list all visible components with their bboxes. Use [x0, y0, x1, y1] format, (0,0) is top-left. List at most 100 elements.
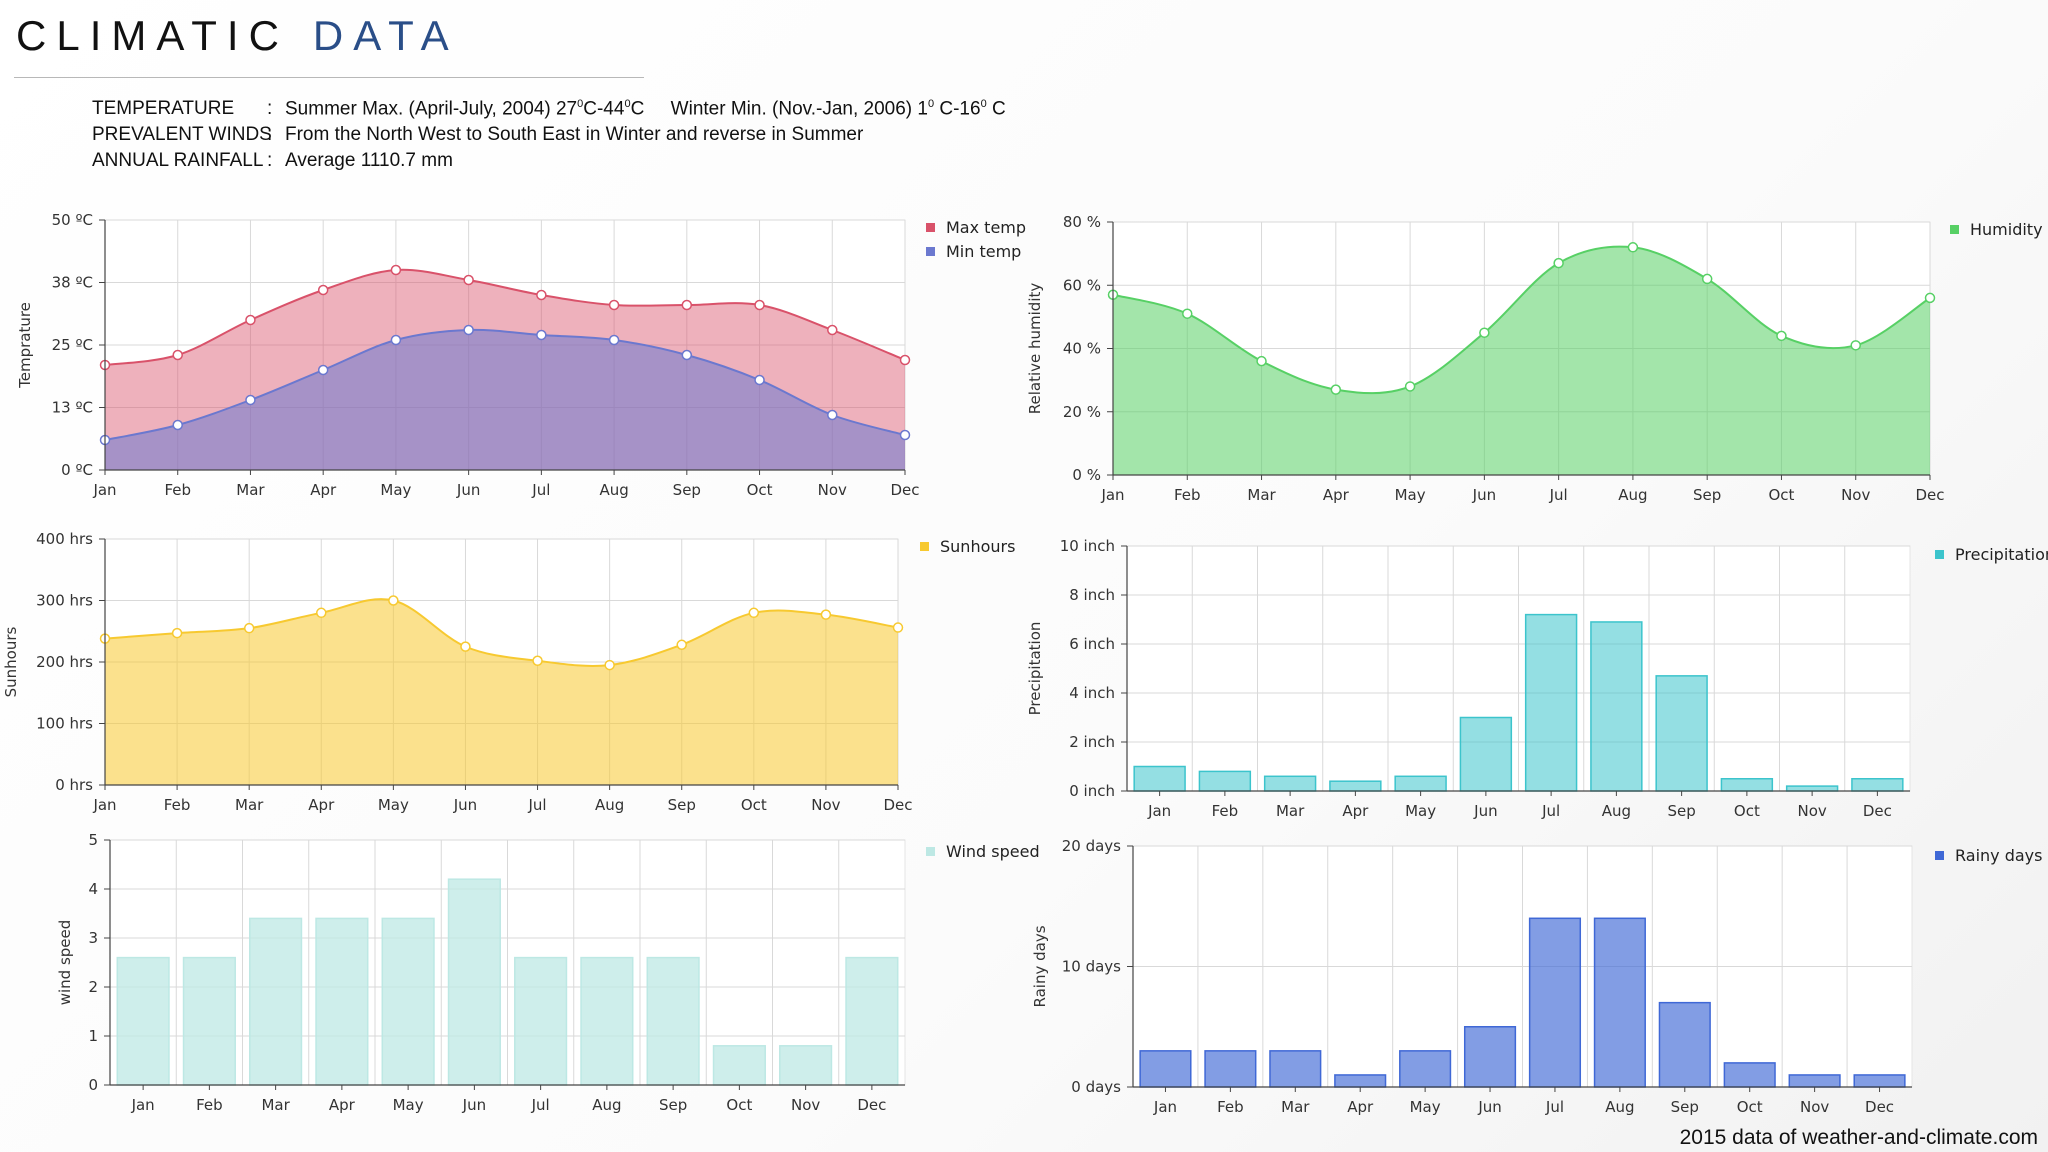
y-tick-label: 4 [88, 880, 98, 898]
title-divider [14, 77, 644, 78]
bar [1528, 917, 1582, 1088]
y-tick-label: 80 % [1063, 213, 1101, 231]
x-tick-label: Aug [1618, 486, 1647, 504]
bar [1655, 675, 1708, 792]
y-tick-label: 20 days [1062, 837, 1121, 855]
x-tick-label: Feb [196, 1096, 223, 1114]
bar [1463, 1026, 1517, 1088]
title-word-climatic: CLIMATIC [16, 12, 289, 59]
temperature-label: TEMPERATURE [92, 98, 235, 120]
data-point [172, 349, 183, 361]
data-point [463, 274, 474, 286]
x-tick-label: Nov [791, 1096, 820, 1114]
data-point [317, 364, 329, 376]
x-tick-label: Mar [261, 1096, 290, 1114]
legend-swatch [926, 847, 935, 856]
x-tick-label: Feb [1217, 1098, 1244, 1116]
series-line [104, 598, 899, 667]
x-tick-label: Feb [164, 481, 191, 499]
temperature-end: C [986, 98, 1006, 120]
colon: : [267, 98, 273, 120]
x-tick-label: Jan [92, 481, 116, 499]
x-tick-label: Apr [1323, 486, 1350, 504]
x-tick-label: Sep [1671, 1098, 1699, 1116]
legend-swatch [1950, 225, 1959, 234]
bar [1788, 1074, 1841, 1088]
y-tick-label: 60 % [1063, 276, 1101, 294]
data-point [245, 314, 256, 326]
rainfall-value: Average 1110.7 mm [285, 150, 453, 171]
x-tick-label: Dec [883, 796, 912, 814]
data-point [1256, 355, 1267, 367]
data-point [899, 429, 911, 441]
x-tick-label: Jul [1541, 802, 1560, 820]
winds-line: PREVALENT WINDS: From the North West to S… [92, 124, 863, 146]
data-point [316, 607, 327, 619]
page-title: CLIMATIC DATA [16, 12, 459, 60]
x-tick-label: May [1405, 802, 1436, 820]
data-point [820, 609, 832, 620]
x-tick-label: Mar [1276, 802, 1305, 820]
y-axis-title: Temprature [16, 302, 34, 389]
data-point [1479, 327, 1490, 338]
bar [182, 956, 236, 1086]
degree-sup: 0 [927, 98, 935, 110]
bar [1334, 1074, 1387, 1088]
y-tick-label: 25 ºC [52, 336, 93, 354]
bar [712, 1045, 766, 1086]
bar [1139, 1050, 1192, 1088]
bar [1785, 785, 1839, 792]
x-tick-label: Oct [747, 481, 773, 499]
x-tick-label: Nov [811, 796, 840, 814]
y-tick-label: 6 inch [1069, 635, 1115, 653]
x-tick-label: Aug [592, 1096, 621, 1114]
bar [1723, 1062, 1776, 1088]
x-tick-label: Oct [1737, 1098, 1763, 1116]
bar [1459, 716, 1513, 792]
x-tick-label: Jan [1153, 1098, 1177, 1116]
legend-label: Rainy days [1955, 846, 2042, 865]
bar [1658, 1001, 1711, 1088]
bar [845, 956, 899, 1086]
y-tick-label: 3 [88, 929, 98, 947]
legend-label: Min temp [946, 242, 1021, 261]
x-tick-label: May [1395, 486, 1426, 504]
x-tick-label: Jan [1100, 486, 1124, 504]
x-tick-label: Feb [1174, 486, 1201, 504]
bar [1590, 621, 1643, 792]
data-point [460, 641, 471, 652]
x-tick-label: Nov [1841, 486, 1870, 504]
x-tick-label: Sep [668, 796, 696, 814]
data-point [1404, 381, 1416, 392]
winds-value: From the North West to South East in Win… [285, 124, 864, 145]
x-tick-label: Mar [1247, 486, 1276, 504]
y-tick-label: 38 ºC [52, 274, 93, 292]
x-tick-label: Sep [673, 481, 701, 499]
x-tick-label: Sep [1693, 486, 1721, 504]
data-point [608, 334, 620, 346]
data-point [245, 394, 256, 406]
y-tick-label: 0 days [1071, 1078, 1121, 1096]
legend-swatch [926, 223, 935, 232]
data-point [827, 409, 838, 421]
data-point [676, 639, 687, 651]
x-tick-label: Apr [310, 481, 337, 499]
data-point [1627, 242, 1639, 253]
temperature-summer-text: Summer Max. (April-July, 2004) 27 [285, 98, 578, 120]
legend-label: Max temp [946, 218, 1026, 237]
data-point [388, 595, 399, 606]
legend-label: Sunhours [940, 537, 1015, 556]
data-point [1701, 273, 1713, 285]
bar [116, 956, 170, 1086]
x-tick-label: Jun [453, 796, 477, 814]
x-tick-label: Sep [1667, 802, 1695, 820]
precipitation-chart: 0 inch 2 inch 4 inch 6 inch 8 inch 10 inch Pre… [1026, 537, 2048, 820]
sunhours-chart: 0 hrs 100 hrs 200 hrs 300 hrs 400 hrs Sunhour… [2, 530, 1015, 814]
legend-label: Humidity [1970, 220, 2043, 239]
bar [1524, 613, 1578, 792]
x-tick-label: Mar [235, 796, 264, 814]
data-point [171, 627, 183, 639]
x-tick-label: Dec [1865, 1098, 1894, 1116]
legend-swatch [920, 542, 929, 551]
series-area [105, 329, 905, 470]
